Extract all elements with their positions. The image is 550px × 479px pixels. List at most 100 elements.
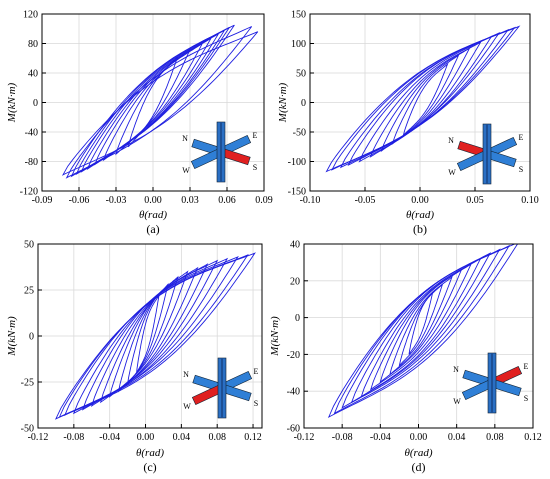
direction-label: N: [448, 136, 454, 145]
x-tick-label: -0.12: [294, 432, 315, 443]
column-web: [491, 353, 493, 413]
x-tick-label: 0.06: [218, 195, 236, 206]
hysteresis-curves: [61, 24, 259, 179]
hysteresis-loop: [81, 259, 219, 411]
x-tick-label: 0.09: [255, 195, 273, 206]
y-axis-label: M(kN·m): [269, 316, 281, 357]
x-axis-label: θ(rad): [139, 209, 167, 221]
x-tick-label: 0.00: [411, 195, 429, 206]
x-tick-label: -0.08: [332, 432, 353, 443]
x-tick-label: -0.04: [370, 432, 391, 443]
y-tick-label: 0: [33, 98, 38, 109]
direction-label: W: [182, 166, 190, 175]
column-web: [221, 358, 223, 418]
hysteresis-loop: [350, 252, 492, 404]
y-axis-label: M(kN·m): [277, 82, 289, 123]
y-tick-label: -50: [293, 128, 306, 139]
y-tick-label: 100: [291, 39, 306, 50]
direction-label: N: [183, 370, 189, 379]
x-tick-label: 0.03: [181, 195, 199, 206]
x-tick-label: -0.05: [355, 195, 376, 206]
x-tick-label: 0.00: [410, 432, 428, 443]
x-tick-label: -0.04: [99, 432, 120, 443]
joint-diagram: N E W S: [453, 352, 529, 414]
hysteresis-loop: [327, 244, 519, 418]
x-tick-label: -0.10: [300, 195, 321, 206]
hysteresis-loop: [402, 62, 449, 137]
joint-diagram: N E W S: [183, 357, 259, 419]
direction-label: W: [453, 397, 461, 406]
y-tick-label: 120: [23, 10, 38, 21]
hysteresis-curves: [325, 25, 521, 173]
y-tick-label: -60: [287, 424, 300, 435]
hysteresis-loop: [70, 24, 235, 178]
x-tick-label: 0.12: [244, 432, 262, 443]
hysteresis-loop: [108, 270, 189, 398]
panel-caption: (a): [146, 222, 159, 236]
y-tick-label: 0: [29, 332, 34, 343]
y-tick-label: 0: [295, 313, 300, 324]
y-tick-label: 25: [24, 286, 34, 297]
hysteresis-loop: [341, 248, 501, 409]
x-tick-label: -0.06: [69, 195, 90, 206]
x-tick-label: 0.04: [448, 432, 466, 443]
direction-label: W: [448, 168, 456, 177]
x-axis-label: θ(rad): [406, 209, 434, 221]
y-tick-label: 150: [291, 10, 306, 21]
y-tick-label: -120: [20, 187, 38, 198]
hysteresis-loop: [325, 25, 521, 173]
hysteresis-loop: [360, 257, 482, 398]
panel-a: -0.09 -0.06 -0.03 0.00 0.03 0.06 0.09 -120 -80 -4…: [6, 10, 273, 237]
direction-label: E: [253, 131, 258, 140]
panel-d: -0.12 -0.08 -0.04 0.00 0.04 0.08 0.12 -60 -40 -20…: [269, 240, 542, 475]
y-tick-label: -40: [25, 128, 38, 139]
y-tick-label: 80: [28, 39, 38, 50]
hysteresis-loop: [389, 275, 453, 376]
direction-label: S: [254, 399, 258, 408]
y-tick-label: -80: [25, 157, 38, 168]
hysteresis-loop: [54, 252, 256, 420]
y-axis-label: M(kN·m): [6, 316, 18, 357]
joint-diagram: N E W S: [448, 123, 524, 185]
panel-caption: (c): [143, 460, 156, 474]
hysteresis-curves: [54, 252, 256, 420]
y-tick-label: -150: [288, 187, 306, 198]
x-tick-label: 0.08: [208, 432, 226, 443]
direction-label: S: [524, 394, 528, 403]
y-tick-label: 20: [290, 276, 300, 287]
x-tick-label: 0.12: [524, 432, 542, 443]
joint-diagram: N E W S: [182, 121, 258, 183]
hysteresis-loop: [333, 244, 511, 415]
direction-label: W: [183, 402, 191, 411]
x-axis-label: θ(rad): [404, 447, 432, 459]
x-tick-label: -0.08: [63, 432, 84, 443]
hysteresis-loop: [65, 26, 253, 179]
panel-c: -0.12 -0.08 -0.04 0.00 0.04 0.08 0.12 -50 -25 0 25…: [6, 240, 263, 474]
hysteresis-loop: [127, 282, 169, 385]
direction-label: S: [519, 165, 523, 174]
y-tick-label: -40: [287, 387, 300, 398]
y-tick-label: 40: [290, 240, 300, 251]
column-web: [220, 122, 222, 182]
x-tick-label: 0.05: [466, 195, 484, 206]
y-tick-label: 50: [24, 240, 34, 251]
direction-label: N: [182, 134, 188, 143]
y-tick-label: -20: [287, 350, 300, 361]
x-tick-label: -0.09: [32, 195, 53, 206]
panel-caption: (b): [413, 222, 427, 236]
y-tick-label: -50: [21, 424, 34, 435]
column-web: [486, 124, 488, 184]
y-tick-label: 40: [28, 69, 38, 80]
direction-label: E: [524, 362, 529, 371]
x-axis-label: θ(rad): [136, 447, 164, 459]
hysteresis-loop: [347, 31, 501, 166]
direction-label: E: [519, 133, 524, 142]
panel-caption: (d): [412, 460, 426, 474]
y-axis-label: M(kN·m): [6, 82, 18, 123]
x-tick-label: -0.03: [106, 195, 127, 206]
y-tick-label: -100: [288, 157, 306, 168]
hysteresis-loop: [61, 31, 259, 176]
x-tick-label: 0.10: [521, 195, 539, 206]
x-tick-label: 0.00: [137, 432, 155, 443]
y-tick-label: 50: [296, 69, 306, 80]
